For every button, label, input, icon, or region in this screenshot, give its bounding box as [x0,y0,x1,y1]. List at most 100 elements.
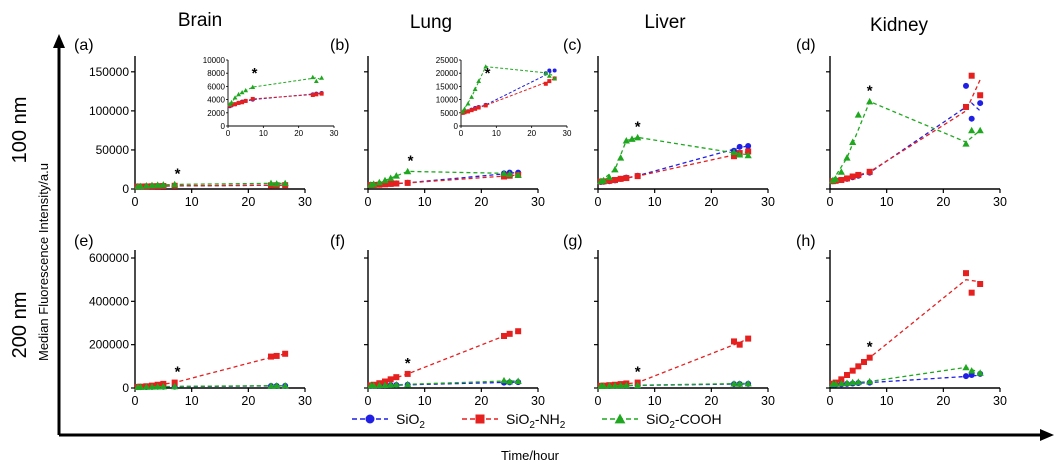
inset-data-point [239,89,245,95]
inset-data-point [546,73,552,78]
x-tick-label: 0 [595,394,602,408]
inset-data-point [547,79,552,84]
x-tick-label: 20 [704,195,718,209]
data-point [977,281,984,287]
inset-data-point [310,92,315,97]
series-sio2-nh2 [597,335,752,389]
inset-data-point [547,68,552,73]
data-point [962,140,970,147]
data-point [963,103,969,110]
x-tick-label: 30 [761,394,775,408]
inset-data-point [469,94,474,99]
x-tick-label: 30 [531,394,545,408]
panel-a: (a) 0 10 20 30 0 50000 100000 150000 * 0 10 20 30 0 200… [74,37,339,209]
data-point [514,377,522,384]
inset-data-point [465,101,471,106]
inset-plot: 0 10 20 30 0 5000 10000 15000 20000 25000 * [436,56,572,138]
data-point [855,171,862,178]
data-point [268,353,274,360]
data-point [744,379,752,387]
inset-data-point [483,103,488,108]
inset-trend-line [462,66,555,112]
data-point [634,133,642,141]
inset-data-point [240,100,245,105]
x-tick-label: 10 [648,195,662,209]
inset-data-point [233,102,238,107]
inset-data-point [472,86,478,91]
inset-data-point [236,91,241,97]
data-point [606,177,613,184]
inset-y-tick-label: 15000 [436,82,459,91]
x-tick-label: 10 [418,394,432,408]
y-tick-label: 0 [122,381,129,395]
data-point [273,382,281,389]
data-point [963,270,969,277]
inset-y-tick-label: 2000 [207,109,225,118]
significance-star: * [405,355,411,372]
data-point [393,180,400,187]
data-point [501,173,507,180]
data-point [866,377,874,385]
data-point [600,176,608,184]
x-tick-label: 20 [241,394,255,408]
data-point [736,143,743,150]
data-point [393,374,400,381]
data-point [617,154,625,161]
row-label-100nm: 100 nm [9,97,31,164]
data-point [968,367,976,374]
inset-data-point [543,70,549,76]
data-point [838,177,845,184]
significance-star: * [175,165,181,182]
data-point [832,380,840,387]
data-point [142,182,150,189]
x-tick-label: 20 [241,195,255,209]
data-point [392,381,400,388]
x-tick-label: 0 [132,394,139,408]
inset-y-tick-label: 5000 [440,109,458,118]
data-point [968,126,976,134]
x-tick-label: 0 [827,195,834,209]
legend-item-sio2-cooh: SiO2-COOH [602,411,722,431]
inset-y-tick-label: 25000 [436,56,459,65]
data-point [977,92,984,99]
inset-data-point [460,109,466,114]
x-tick-label: 20 [936,394,950,408]
inset-data-point [229,99,234,105]
data-point [849,173,856,180]
trend-line [832,100,981,181]
data-point [968,72,975,79]
data-point [866,354,873,361]
data-point [404,179,411,186]
series-sio2-nh2 [367,328,522,389]
inset-data-point [552,76,558,81]
data-point [843,154,851,161]
x-tick-label: 10 [185,195,199,209]
panel-d: (d) 0 10 20 30 * [796,37,1007,209]
inset-data-point [466,109,471,114]
data-point [273,352,280,359]
data-point [963,373,969,380]
inset-data-point [476,105,481,110]
series-sio2-nh2 [829,270,984,387]
data-point [622,381,630,389]
global-y-axis-label: Median Fluorescence Intensity/a.u [36,163,51,361]
inset-data-point [243,98,248,103]
legend-label: SiO2-NH2 [506,411,566,431]
x-tick-label: 30 [298,394,312,408]
data-point [381,381,389,388]
x-tick-label: 20 [936,195,950,209]
inset-y-tick-label: 10000 [203,56,226,65]
data-point [137,383,145,390]
inset-x-tick-label: 30 [563,129,572,138]
x-tick-label: 0 [827,394,834,408]
trend-line [832,374,981,386]
data-point [387,180,394,187]
x-tick-label: 30 [993,195,1007,209]
series-sio2-cooh [597,379,752,389]
data-point [843,379,851,386]
inset-x-tick-label: 30 [330,129,339,138]
data-point [171,382,179,390]
data-point [387,381,395,388]
data-point [849,138,857,146]
